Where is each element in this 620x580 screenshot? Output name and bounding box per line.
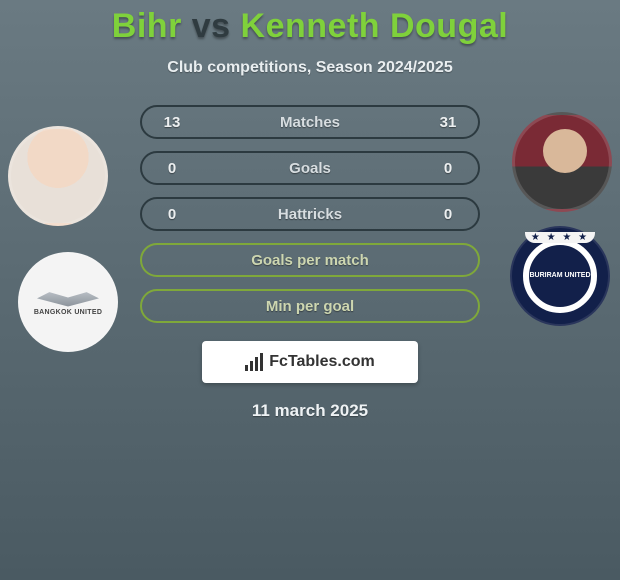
stat-label: Hattricks	[278, 206, 342, 223]
stat-row: Goals per match	[140, 243, 480, 277]
comparison-card: Bihr vs Kenneth Dougal Club competitions…	[0, 0, 620, 580]
club-1-emblem-icon	[37, 289, 99, 307]
stat-left-value: 0	[160, 160, 184, 177]
stat-label: Goals	[289, 160, 331, 177]
stat-right-value: 31	[436, 114, 460, 131]
player-1-avatar	[8, 126, 108, 226]
stats-rows: 13 Matches 31 0 Goals 0 0 Hattricks 0 Goals per m…	[140, 105, 480, 323]
club-2-stars: ★ ★ ★ ★	[525, 232, 595, 243]
club-1-name: BANGKOK UNITED	[34, 309, 102, 316]
stat-right-value: 0	[436, 160, 460, 177]
subtitle-text: Club competitions, Season 2024/2025	[167, 59, 452, 77]
club-2-logo: ★ ★ ★ ★ BURIRAM UNITED	[510, 226, 610, 326]
club-1-logo: BANGKOK UNITED	[18, 252, 118, 352]
date-text: 11 march 2025	[252, 401, 368, 421]
player-2-avatar	[512, 112, 612, 212]
page-title: Bihr vs Kenneth Dougal	[112, 8, 508, 45]
title-player-2: Kenneth Dougal	[241, 7, 509, 45]
stat-label: Matches	[280, 114, 340, 131]
title-player-1: Bihr	[112, 7, 182, 45]
stat-left-value: 0	[160, 206, 184, 223]
stat-label: Goals per match	[251, 252, 369, 269]
stat-row: 13 Matches 31	[140, 105, 480, 139]
stat-label: Min per goal	[266, 298, 354, 315]
stat-right-value: 0	[436, 206, 460, 223]
club-2-ring-icon: BURIRAM UNITED	[523, 239, 597, 313]
stat-row: Min per goal	[140, 289, 480, 323]
stat-left-value: 13	[160, 114, 184, 131]
watermark-text: FcTables.com	[269, 353, 375, 371]
club-2-name: BURIRAM UNITED	[529, 272, 590, 280]
watermark-badge: FcTables.com	[202, 341, 418, 383]
stat-row: 0 Goals 0	[140, 151, 480, 185]
chart-icon	[245, 353, 263, 371]
title-vs: vs	[192, 7, 231, 45]
stat-row: 0 Hattricks 0	[140, 197, 480, 231]
